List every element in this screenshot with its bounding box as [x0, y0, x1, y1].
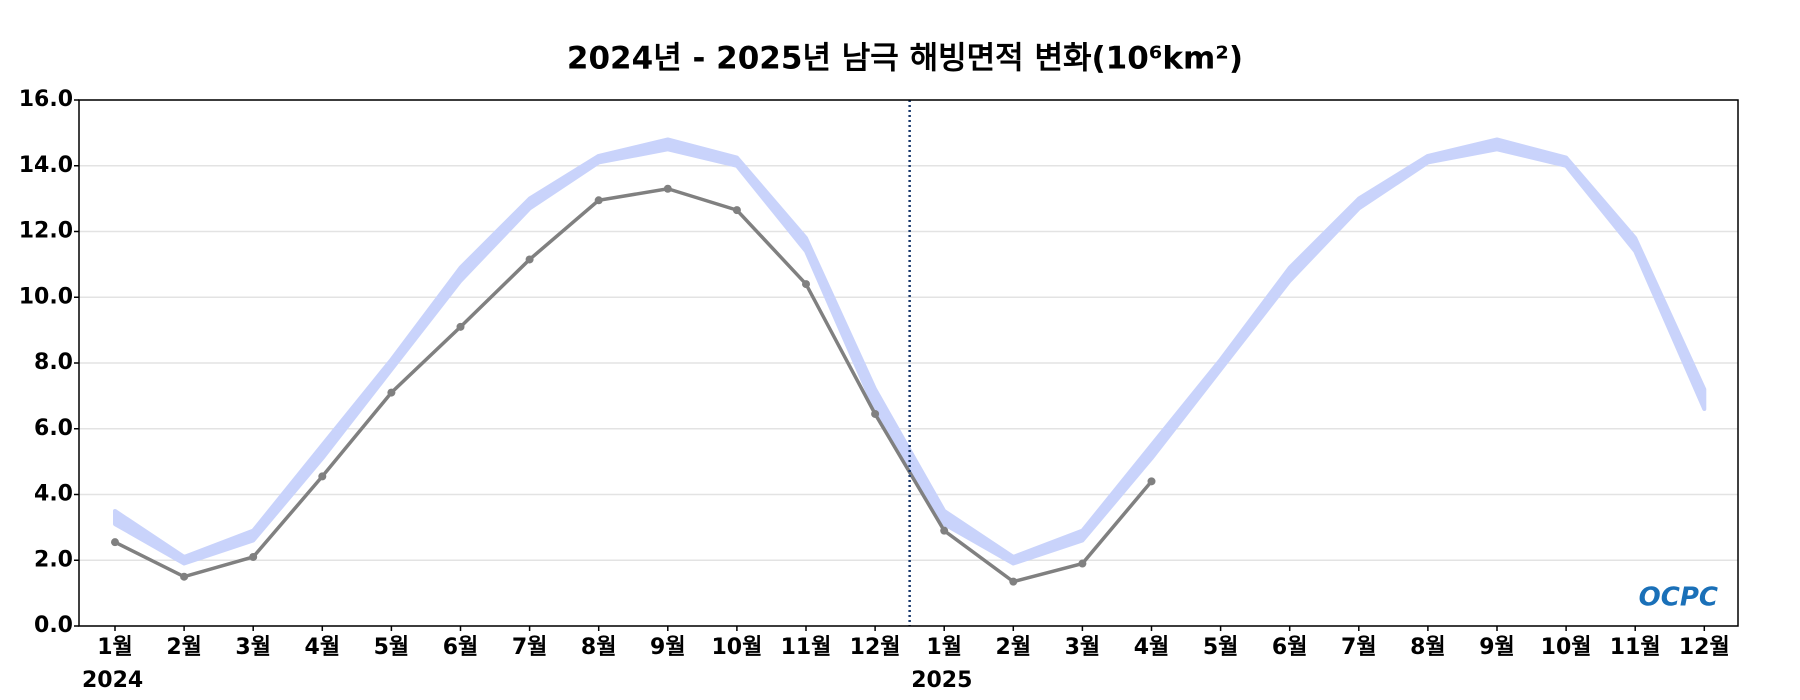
- series-point: [1147, 477, 1156, 486]
- x-tick-label: 10월: [1541, 635, 1592, 660]
- series-point: [249, 552, 258, 561]
- series-point: [1009, 577, 1018, 586]
- x-tick-label: 4월: [305, 635, 341, 660]
- x-tick-label: 11월: [1610, 635, 1661, 660]
- y-tick-label: 4.0: [34, 482, 73, 507]
- y-tick-label: 0.0: [34, 613, 73, 638]
- x-tick-label: 5월: [1203, 635, 1239, 660]
- series-point: [732, 206, 741, 215]
- x-tick-label: 1월: [926, 635, 962, 660]
- x-tick-label: 9월: [650, 635, 686, 660]
- series-point: [802, 280, 810, 289]
- series-point: [594, 196, 603, 205]
- series-point: [525, 255, 534, 264]
- series-point: [1078, 559, 1087, 568]
- x-tick-label: 5월: [374, 635, 410, 660]
- year-label: 2025: [911, 668, 972, 693]
- series-point: [663, 184, 672, 193]
- x-tick-label: 8월: [1410, 635, 1446, 660]
- x-tick-label: 6월: [1272, 635, 1308, 660]
- series-point: [940, 526, 949, 535]
- series-point: [318, 472, 327, 481]
- series-point: [871, 409, 880, 418]
- series-line: [114, 186, 1153, 584]
- series-point: [387, 388, 396, 397]
- plot-frame: [78, 99, 1739, 627]
- x-tick-label: 8월: [581, 635, 617, 660]
- y-tick-label: 10.0: [19, 284, 73, 309]
- x-tick-label: 7월: [1341, 635, 1377, 660]
- x-tick-label: 2월: [166, 635, 202, 660]
- x-tick-label: 10월: [711, 635, 762, 660]
- year-label: 2024: [82, 668, 143, 693]
- x-tick-label: 3월: [1065, 635, 1101, 660]
- y-tick-label: 8.0: [34, 350, 73, 375]
- x-tick-label: 12월: [850, 635, 901, 660]
- x-tick-label: 9월: [1479, 635, 1515, 660]
- y-tick-label: 2.0: [34, 547, 73, 572]
- y-tick-label: 16.0: [19, 87, 73, 112]
- series-point: [456, 322, 465, 331]
- series-point: [180, 572, 189, 581]
- y-tick-label: 12.0: [19, 219, 73, 244]
- x-tick-label: 2월: [996, 635, 1032, 660]
- x-tick-label: 6월: [443, 635, 479, 660]
- x-tick-label: 11월: [781, 635, 832, 660]
- series-point: [111, 538, 119, 547]
- climatology-band: [113, 137, 1707, 566]
- chart-title: 2024년 - 2025년 남극 해빙면적 변화(10⁶km²): [567, 41, 1243, 77]
- x-tick-label: 3월: [235, 635, 271, 660]
- y-tick-label: 6.0: [34, 416, 73, 441]
- x-tick-label: 4월: [1134, 635, 1170, 660]
- y-tick-label: 14.0: [19, 153, 73, 178]
- x-tick-label: 7월: [512, 635, 548, 660]
- logo: OCPC: [1639, 583, 1718, 613]
- x-tick-label: 12월: [1679, 635, 1730, 660]
- x-tick-label: 1월: [97, 635, 133, 660]
